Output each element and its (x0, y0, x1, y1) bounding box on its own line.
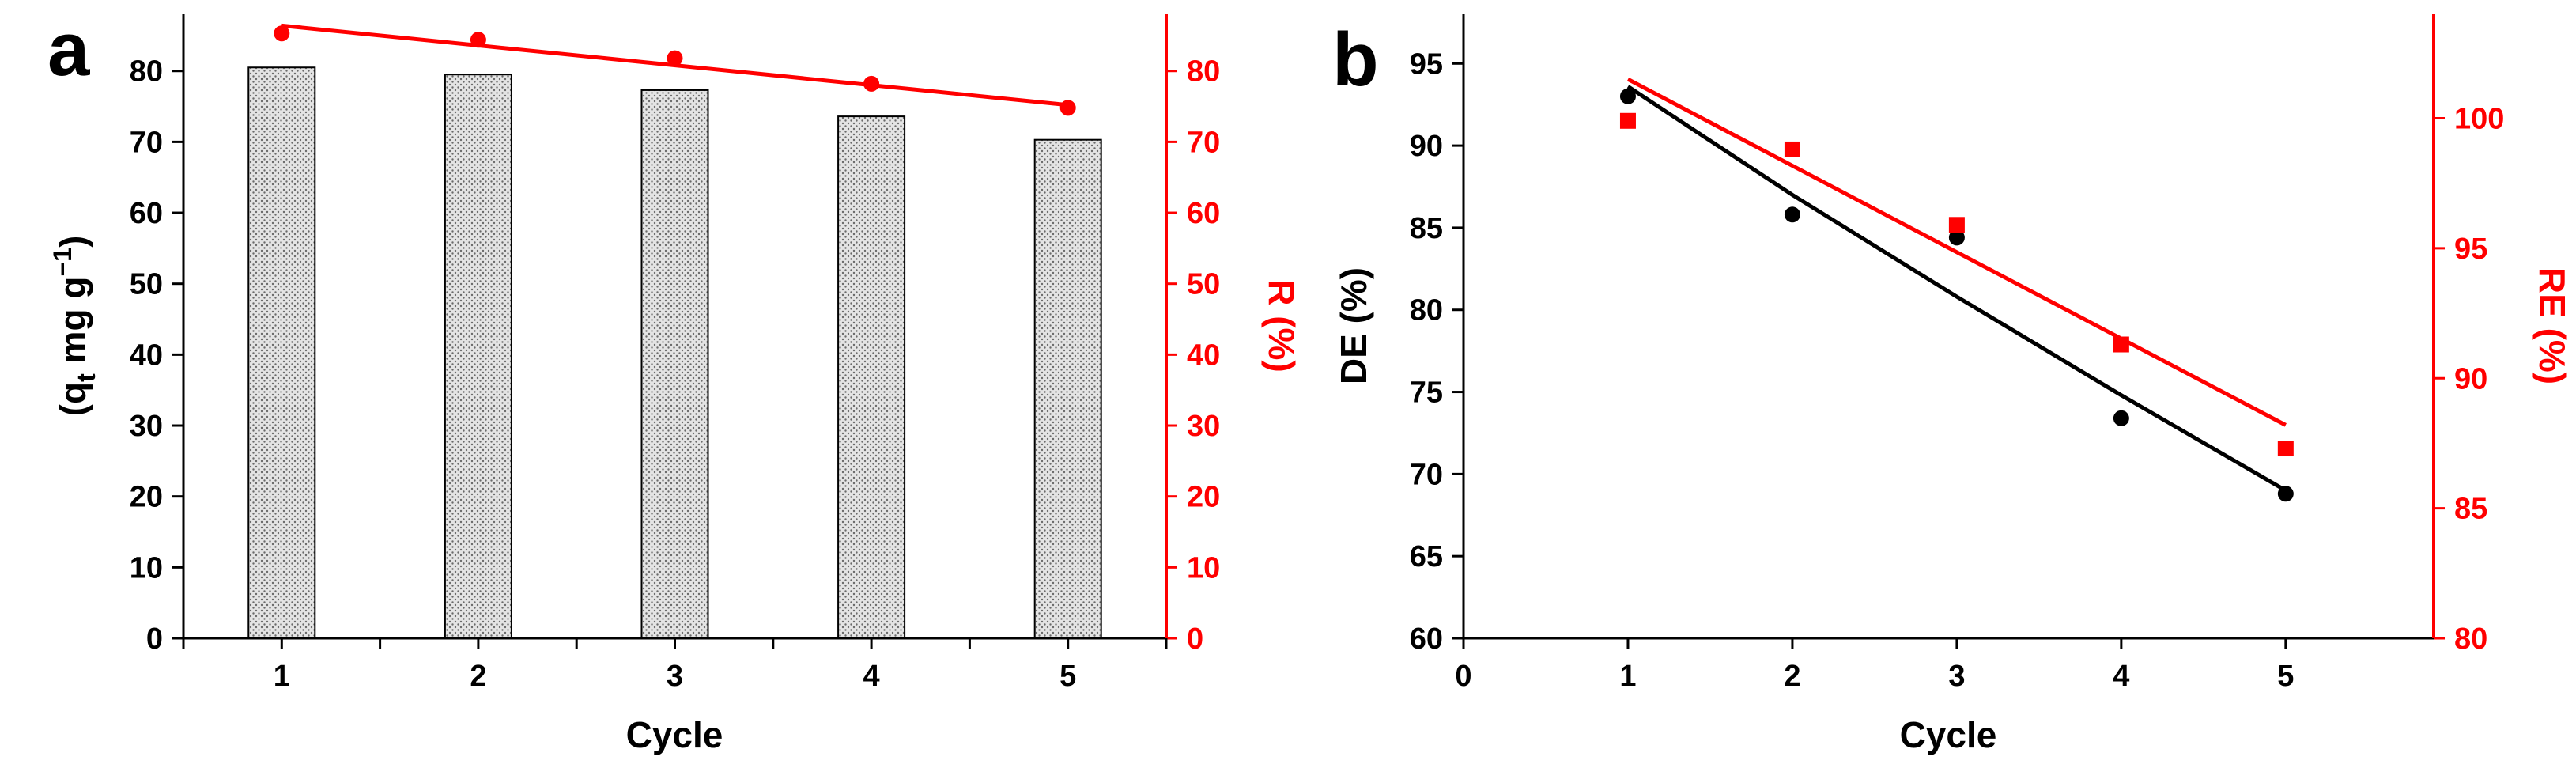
panel-a-left-tick-label: 60 (130, 197, 163, 230)
panel-b-point-circle (1784, 206, 1800, 223)
panel-b-x-label: Cycle (1900, 714, 1997, 755)
panel-a-right-axis: 0 10 20 30 40 50 60 70 80 (1166, 55, 1220, 656)
panel-b-point-circle (2277, 486, 2294, 502)
panel-a-point (667, 50, 683, 66)
panel-a-right-tick-label: 50 (1187, 268, 1220, 301)
panel-a-right-tick-label: 20 (1187, 481, 1220, 514)
panel-a-bars (247, 66, 1102, 640)
panel-b-left-tick-label: 90 (1410, 130, 1443, 163)
panel-b-fit-line-black (1626, 85, 2287, 493)
panel-a-left-tick-label: 10 (130, 551, 163, 585)
panel-b: b 60 65 70 75 80 85 90 95 80 85 90 95 100 0 1 2 3 4 5 Cy… (1332, 14, 2573, 755)
panel-a-points (274, 25, 1076, 116)
panel-a-point (1059, 100, 1076, 116)
panel-b-point-circle (1948, 229, 1965, 246)
panel-a-bar (837, 115, 906, 640)
panel-a-left-tick-label: 20 (130, 481, 163, 514)
panel-b-y-left-label: DE (%) (1333, 267, 1374, 384)
panel-b-fit-lines (1626, 77, 2287, 493)
panel-b-right-tick-label: 90 (2454, 362, 2487, 395)
panel-a-x-label: Cycle (626, 714, 723, 755)
panel-b-left-tick-label: 60 (1410, 622, 1443, 656)
panel-b-right-axis: 80 85 90 95 100 (2434, 103, 2504, 656)
panel-a-right-tick-label: 30 (1187, 410, 1220, 443)
panel-b-point-square (1619, 112, 1636, 129)
panel-a-bar (640, 89, 709, 639)
panel-a-left-tick-label: 50 (130, 268, 163, 301)
panel-a-bar (1033, 138, 1102, 639)
panel-b-x-tick-label: 0 (1455, 660, 1471, 693)
panel-a-left-tick-label: 80 (130, 55, 163, 89)
panel-b-right-tick-label: 95 (2454, 233, 2487, 266)
panel-a-x-tick-label: 1 (274, 660, 290, 693)
panel-a-x-tick-label: 2 (470, 660, 486, 693)
panel-b-x-tick-label: 5 (2277, 660, 2294, 693)
panel-b-left-tick-label: 85 (1410, 212, 1443, 245)
panel-a-y-right-label: R (%) (1261, 279, 1302, 373)
panel-a: a 0 10 20 30 40 50 60 70 80 0 10 20 30 40 50 60 70 80 1 2… (47, 7, 1302, 755)
panel-a-left-tick-label: 40 (130, 339, 163, 372)
panel-a-right-tick-label: 70 (1187, 126, 1220, 159)
panel-a-x-axis: 1 2 3 4 5 (182, 638, 1168, 693)
panel-b-x-tick-label: 4 (2113, 660, 2129, 693)
panel-a-right-tick-label: 10 (1187, 551, 1220, 585)
panel-a-point (470, 32, 486, 48)
panel-a-x-tick-label: 5 (1059, 660, 1076, 693)
panel-b-right-tick-label: 100 (2454, 103, 2504, 136)
panel-b-right-tick-label: 80 (2454, 622, 2487, 656)
panel-b-point-circle (2113, 410, 2129, 426)
panel-b-x-axis: 0 1 2 3 4 5 (1455, 638, 2294, 693)
panel-b-point-square (1948, 217, 1965, 233)
panel-b-point-square (1784, 141, 1800, 157)
panel-a-left-tick-label: 30 (130, 410, 163, 443)
panel-a-x-tick-label: 3 (667, 660, 683, 693)
panel-a-y-left-label: (qt mg g−1) (48, 236, 100, 417)
panel-a-bar (247, 66, 316, 639)
panel-a-point (274, 25, 290, 42)
panel-b-points (1619, 88, 2294, 502)
panel-a-left-tick-label: 70 (130, 126, 163, 159)
panel-b-left-tick-label: 95 (1410, 47, 1443, 81)
panel-b-point-square (2113, 336, 2129, 353)
panel-b-y-right-label: RE (%) (2532, 267, 2573, 384)
panel-a-x-tick-label: 4 (863, 660, 880, 693)
panel-b-x-tick-label: 2 (1784, 660, 1800, 693)
panel-b-x-tick-label: 1 (1619, 660, 1636, 693)
panel-a-left-tick-label: 0 (146, 622, 163, 656)
panel-a-bar (444, 74, 512, 640)
panel-a-left-axis: 0 10 20 30 40 50 60 70 80 (130, 55, 183, 656)
panel-b-left-tick-label: 70 (1410, 458, 1443, 491)
panel-b-label: b (1332, 17, 1379, 102)
panel-b-left-tick-label: 65 (1410, 540, 1443, 573)
panel-a-right-tick-label: 60 (1187, 197, 1220, 230)
panel-a-right-tick-label: 0 (1187, 622, 1203, 656)
panel-b-right-tick-label: 85 (2454, 493, 2487, 526)
panel-b-x-tick-label: 3 (1948, 660, 1965, 693)
panel-b-point-circle (1619, 88, 1636, 104)
panel-b-left-tick-label: 80 (1410, 294, 1443, 327)
panel-a-label: a (47, 7, 90, 92)
panel-a-point (863, 75, 880, 92)
panel-b-left-axis: 60 65 70 75 80 85 90 95 (1410, 47, 1464, 656)
panel-b-point-square (2277, 441, 2294, 457)
panel-b-left-tick-label: 75 (1410, 376, 1443, 410)
panel-b-fit-line-red (1626, 77, 2287, 427)
panel-a-right-tick-label: 40 (1187, 339, 1220, 372)
panel-a-right-tick-label: 80 (1187, 55, 1220, 89)
